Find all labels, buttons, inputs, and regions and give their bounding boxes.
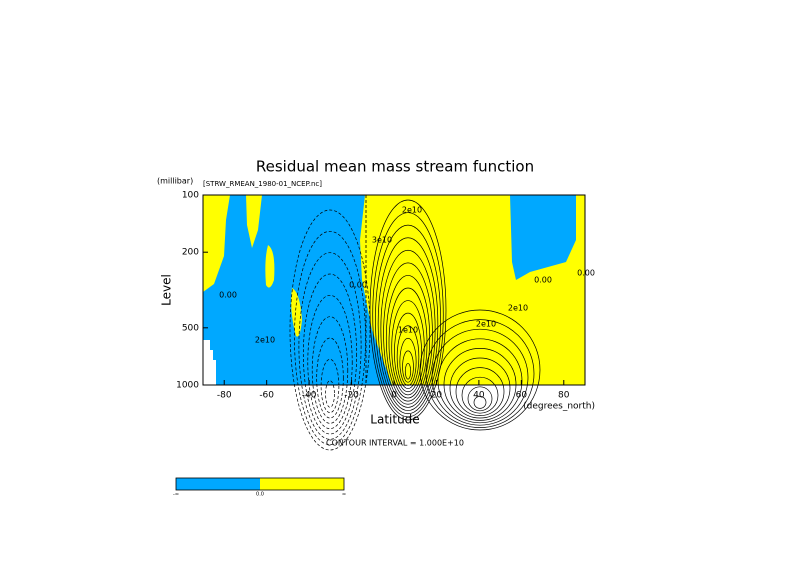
x-tick-label: 40 — [473, 391, 485, 401]
contour-label: 0.00 — [219, 291, 237, 300]
contour-line — [302, 273, 358, 435]
chart-title: Residual mean mass stream function — [256, 158, 534, 176]
contour-label: 2e10 — [255, 336, 275, 345]
y-tick-label: 200 — [182, 248, 199, 258]
contour-line — [473, 396, 487, 409]
negative-region — [510, 195, 576, 280]
colorbar-label: ∞ — [342, 492, 346, 498]
x-tick-label: 20 — [431, 391, 443, 401]
contour-interval: CONTOUR INTERVAL = 1.000E+10 — [326, 439, 464, 448]
x-tick-label: -60 — [259, 391, 274, 401]
y-tick-label: 100 — [182, 191, 199, 201]
x-tick-label: -40 — [302, 391, 317, 401]
contour-line — [369, 199, 447, 421]
positive-region — [246, 195, 262, 248]
contour-line — [449, 357, 511, 419]
x-tick-label: 80 — [558, 391, 570, 401]
subtitle: [STRW_RMEAN_1980-01_NCEP.nc] — [203, 180, 322, 188]
negative-region — [203, 195, 392, 385]
contour-line — [431, 328, 529, 426]
contour-line — [443, 348, 517, 421]
x-tick-label: -80 — [217, 391, 232, 401]
contour-label: 2e10 — [508, 304, 528, 313]
x-tick-label: 60 — [516, 391, 528, 401]
contour-line — [372, 212, 444, 418]
contour-line — [467, 386, 493, 412]
contour-line — [455, 367, 505, 416]
contour-line — [425, 319, 535, 428]
contour-line — [294, 230, 366, 446]
colorbar-frame — [175, 477, 345, 491]
missing-region — [203, 340, 216, 385]
contour-label: 2e10 — [476, 320, 496, 329]
contour-line — [377, 237, 439, 411]
contour-label: 0.00 — [577, 269, 595, 278]
colorbar-label: -∞ — [173, 492, 179, 498]
x-axis-label: Latitude — [370, 413, 419, 427]
positive-region — [265, 245, 275, 288]
contour-line — [380, 249, 436, 408]
contour-line — [311, 316, 349, 424]
contour-label: 2e10 — [402, 206, 422, 215]
contour-line — [388, 287, 428, 399]
contour-line — [396, 325, 420, 389]
contour-line — [316, 337, 344, 419]
colorbar-negative — [176, 478, 260, 490]
contour-line — [298, 252, 362, 440]
y-unit: (millibar) — [157, 177, 193, 186]
contour-line — [375, 224, 441, 415]
y-axis-label: Level — [160, 274, 174, 306]
x-unit: (degrees_north) — [523, 402, 595, 412]
contour-label: 0.00 — [349, 281, 367, 290]
contour-line — [437, 338, 523, 424]
y-tick-label: 500 — [182, 323, 199, 333]
positive-region — [291, 288, 302, 337]
contour-label: 3e10 — [372, 236, 392, 245]
contour-line — [394, 312, 422, 393]
contour-line — [419, 309, 541, 431]
contour-line — [307, 294, 353, 430]
contour-line — [461, 376, 499, 414]
x-tick-label: 0 — [391, 391, 397, 401]
contour-line — [385, 275, 431, 402]
colorbar-label: 0.0 — [256, 492, 264, 498]
x-tick-label: -20 — [344, 391, 359, 401]
contour-line — [402, 350, 414, 383]
colorbar-positive — [260, 478, 344, 490]
contour-label: 1e10 — [398, 326, 418, 335]
contour-line — [404, 363, 412, 380]
contour-line — [320, 358, 340, 414]
y-tick-label: 1000 — [176, 381, 199, 391]
contour-line — [325, 380, 335, 408]
contour-line — [289, 209, 371, 451]
contour-label: 0.00 — [534, 276, 552, 285]
